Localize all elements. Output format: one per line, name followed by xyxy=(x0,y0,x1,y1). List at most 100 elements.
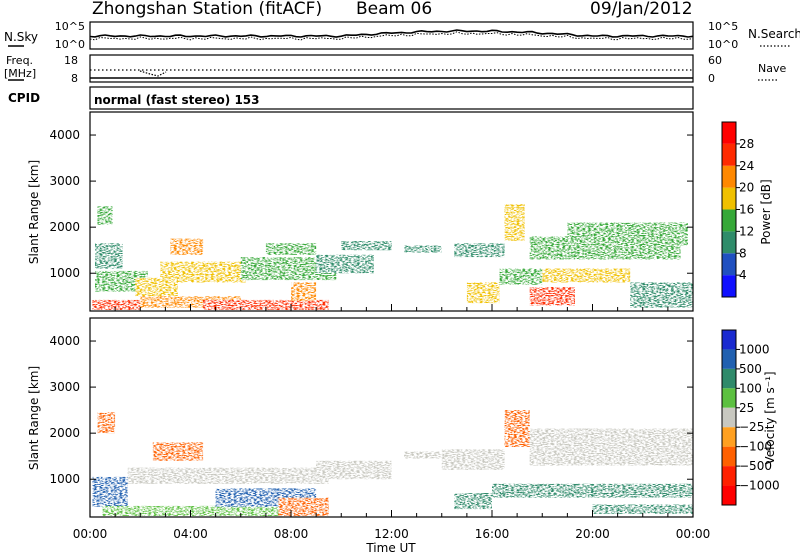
y-tick-label: 3000 xyxy=(49,380,80,394)
map-region-10 xyxy=(265,243,317,255)
map-region-4 xyxy=(152,442,204,461)
velocity-colorbar-tick-label: 1000 xyxy=(739,342,770,356)
nave-label: Nave xyxy=(758,62,786,75)
velocity-colorbar-swatch xyxy=(722,485,736,505)
map-region-22 xyxy=(567,222,688,246)
map-region-12 xyxy=(316,254,374,274)
map-region-1 xyxy=(97,412,116,434)
map-region-16 xyxy=(466,282,500,304)
map-region-14 xyxy=(404,245,442,253)
power-colorbar-swatch xyxy=(722,253,736,276)
freq-nave-panel: Freq. [MHz] 18 8 60 0 Nave xyxy=(4,54,786,85)
velocity-colorbar-tick-label: 25 xyxy=(739,401,754,415)
x-axis-label: Time UT xyxy=(365,541,416,554)
map-region-9 xyxy=(441,449,505,470)
velocity-colorbar-swatch xyxy=(722,330,736,350)
velocity-colorbar-tick-label: −1000 xyxy=(739,479,780,493)
power-colorbar-swatch xyxy=(722,187,736,210)
power-colorbar-tick-label: 24 xyxy=(739,159,754,173)
velocity-colorbar-swatch xyxy=(722,388,736,408)
cpid-text: normal (fast stereo) 153 xyxy=(94,93,260,107)
nave-dip xyxy=(139,70,167,77)
map-region-18 xyxy=(504,204,525,241)
y-tick-label: 4000 xyxy=(49,128,80,142)
cpid-frame xyxy=(89,86,694,110)
power-y-ticks: 1000 2000 3000 4000 xyxy=(49,128,693,280)
map-region-2 xyxy=(95,243,123,269)
velocity-colorbar-tick-label: 100 xyxy=(739,381,762,395)
y-tick-label: 2000 xyxy=(49,220,80,234)
map-region-11 xyxy=(291,282,317,301)
y-tick-label: 1000 xyxy=(49,266,80,280)
velocity-colorbar-tick-label: −25 xyxy=(739,420,764,434)
freq-label: Freq. xyxy=(6,54,33,67)
map-region-14 xyxy=(592,504,693,514)
velocity-colorbar-label: Velocity [m s⁻¹] xyxy=(763,371,777,464)
map-region-0 xyxy=(92,476,128,507)
sky-search-panel: N.Sky 10^5 10^0 10^5 10^0 N.Search xyxy=(4,20,800,51)
map-region-0 xyxy=(92,299,141,310)
map-region-15 xyxy=(454,243,505,258)
y-tick-label: 2000 xyxy=(49,426,80,440)
x-tick-label: 08:00 xyxy=(274,527,309,541)
power-ylabel: Slant Range [km] xyxy=(27,160,41,264)
velocity-panel: 1000 2000 3000 4000 Slant Range [km] 1000 50… xyxy=(27,317,780,518)
velocity-colorbar-swatch xyxy=(722,407,736,428)
n-sky-series xyxy=(89,29,694,38)
x-tick-label: 04:00 xyxy=(173,527,208,541)
map-region-5 xyxy=(140,296,241,308)
map-region-9 xyxy=(240,257,337,281)
power-colorbar-swatch xyxy=(722,231,736,254)
velocity-colorbar-swatch xyxy=(722,466,736,486)
sky-tick-top-right: 10^5 xyxy=(708,20,738,33)
x-tick-label: 12:00 xyxy=(374,527,409,541)
x-tick-label: 00:00 xyxy=(73,527,108,541)
map-region-3 xyxy=(97,206,113,225)
sky-tick-bottom-right: 10^0 xyxy=(708,38,738,51)
map-region-23 xyxy=(630,282,693,308)
velocity-colorbar-tick-label: −100 xyxy=(739,440,772,454)
map-region-13 xyxy=(529,428,693,466)
x-tick-label: 16:00 xyxy=(475,527,510,541)
power-colorbar-tick-label: 4 xyxy=(739,268,747,282)
power-colorbar-tick-label: 28 xyxy=(739,137,754,151)
velocity-colorbar-tick-label: −500 xyxy=(739,459,772,473)
x-tick-label: 00:00 xyxy=(676,527,711,541)
map-region-20 xyxy=(542,268,631,283)
velocity-colorbar-swatch xyxy=(722,368,736,389)
n-search-label: N.Search xyxy=(748,27,800,41)
y-tick-label: 4000 xyxy=(49,334,80,348)
map-region-12 xyxy=(504,410,530,447)
n-search-series xyxy=(89,31,694,41)
map-region-6 xyxy=(160,261,246,283)
map-region-13 xyxy=(341,241,392,251)
power-colorbar-swatch xyxy=(722,165,736,188)
map-region-8 xyxy=(404,451,442,459)
power-colorbar-swatch xyxy=(722,122,736,144)
power-colorbar-label: Power [dB] xyxy=(759,179,773,244)
sky-panel-frame xyxy=(89,21,694,50)
map-region-6 xyxy=(278,497,329,517)
station-title: Zhongshan Station (fitACF) xyxy=(92,0,322,19)
velocity-colorbar-swatch xyxy=(722,349,736,369)
beam-label: Beam 06 xyxy=(356,0,432,19)
power-colorbar-tick-label: 16 xyxy=(739,203,754,217)
map-region-17 xyxy=(499,268,543,285)
velocity-colorbar: 1000 500 100 25 −25 −100 −500 −1000 xyxy=(721,329,780,506)
date-label: 09/Jan/2012 xyxy=(590,0,693,19)
freq-unit-label: [MHz] xyxy=(4,67,36,80)
sky-tick-top-left: 10^5 xyxy=(55,20,85,33)
y-tick-label: 1000 xyxy=(49,472,80,486)
map-region-7 xyxy=(170,238,204,255)
freq-tick-top: 18 xyxy=(64,54,78,67)
y-tick-label: 3000 xyxy=(49,174,80,188)
map-region-11 xyxy=(492,483,693,498)
map-region-3 xyxy=(127,467,329,484)
freq-panel-frame xyxy=(89,54,694,83)
nave-tick-bottom: 0 xyxy=(708,72,715,85)
map-region-8 xyxy=(203,299,329,310)
map-region-19 xyxy=(529,287,575,306)
velocity-map xyxy=(92,410,693,517)
power-colorbar-tick-label: 8 xyxy=(739,246,747,260)
